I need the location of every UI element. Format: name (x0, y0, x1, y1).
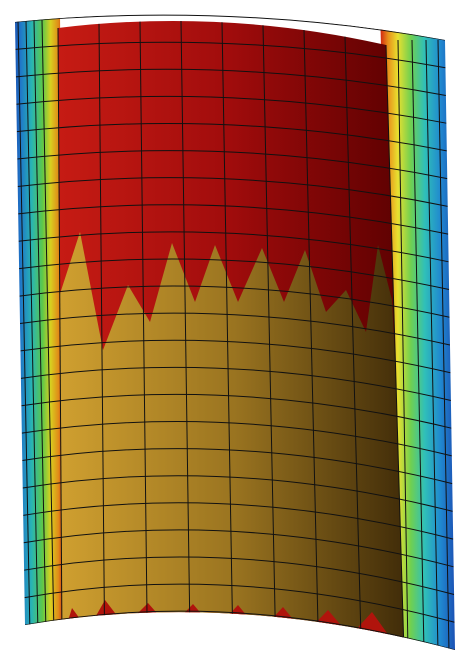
body (10, 0, 461, 659)
fea-render (0, 0, 461, 659)
page: (() => { const svg = document.getElement… (0, 0, 461, 659)
